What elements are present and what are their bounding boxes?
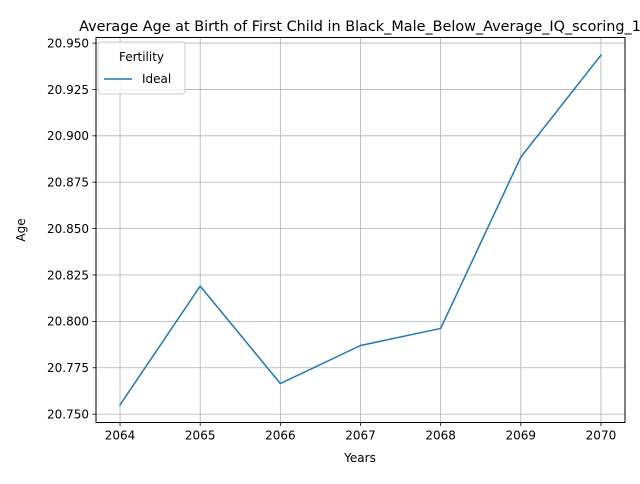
- chart-title: Average Age at Birth of First Child in B…: [79, 19, 640, 35]
- y-tick-label: 20.850: [47, 222, 89, 236]
- y-tick-label: 20.800: [47, 315, 89, 329]
- x-tick-label: 2066: [265, 429, 296, 443]
- x-tick-label: 2067: [345, 429, 376, 443]
- legend: Fertility Ideal: [98, 42, 185, 94]
- legend-title: Fertility: [119, 50, 164, 64]
- y-tick-label: 20.775: [47, 361, 89, 375]
- y-tick-label: 20.750: [47, 407, 89, 421]
- x-tick-label: 2070: [586, 429, 617, 443]
- x-tick-label: 2065: [185, 429, 216, 443]
- y-axis-label: Age: [14, 218, 28, 241]
- x-tick-label: 2069: [506, 429, 537, 443]
- x-tick-label: 2068: [425, 429, 456, 443]
- y-tick-label: 20.950: [47, 36, 89, 50]
- x-axis-label: Years: [343, 451, 376, 465]
- y-tick-label: 20.900: [47, 129, 89, 143]
- x-tick-label: 2064: [105, 429, 136, 443]
- y-axis: 20.750 20.775 20.800 20.825 20.850 20.875 20.9…: [47, 36, 96, 421]
- y-tick-label: 20.825: [47, 268, 89, 282]
- x-axis: 2064 2065 2066 2067 2068 2069 2070: [105, 423, 616, 443]
- legend-label: Ideal: [142, 72, 171, 86]
- y-tick-label: 20.875: [47, 176, 89, 190]
- y-tick-label: 20.925: [47, 83, 89, 97]
- grid: [96, 38, 625, 423]
